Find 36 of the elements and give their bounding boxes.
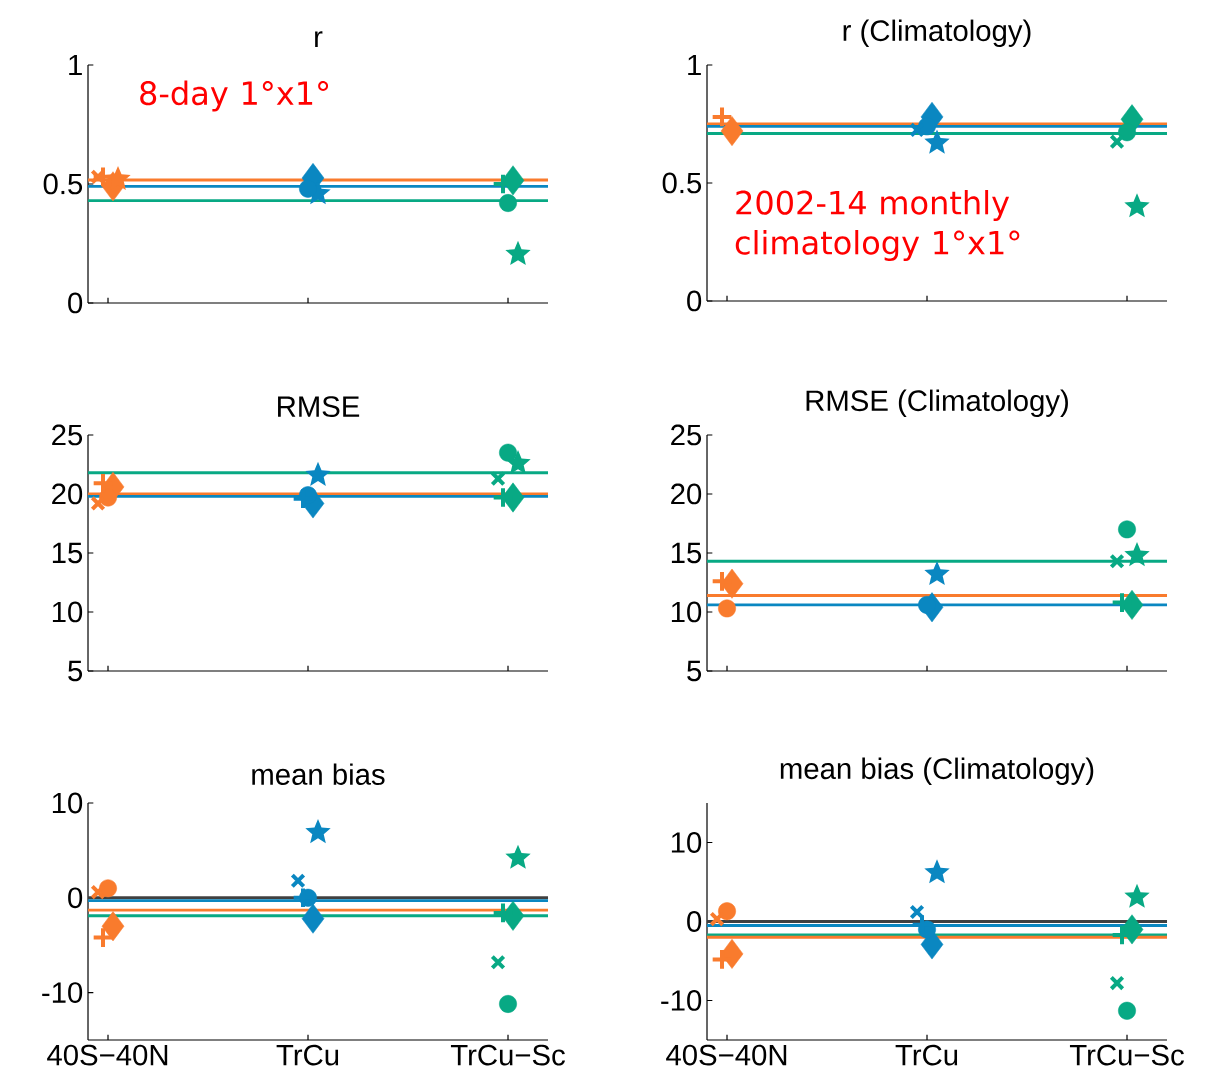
y-tick-label: 15 (52, 542, 83, 564)
y-tick-label: 1 (688, 54, 701, 76)
y-tick-label: 0 (687, 911, 702, 932)
y-tick-label: 25 (52, 424, 83, 446)
y-tick-label: 20 (52, 483, 83, 505)
annotation: 8-day 1°x1° (140, 80, 329, 112)
chart-title: r (315, 31, 323, 47)
chart-title: RMSE (Climatology) (806, 389, 1068, 417)
y-tick-label: 0 (68, 887, 83, 909)
y-tick-label: 10 (671, 601, 702, 623)
y-tick-label: 1 (69, 54, 82, 76)
x-tick-label: 40S−40N (666, 1044, 787, 1066)
annotation: 2002-14 monthly climatology 1°x1° (735, 189, 1020, 261)
y-tick-label: 25 (671, 424, 702, 446)
x-tick-label: TrCu−Sc (450, 1044, 565, 1066)
y-tick-label: 10 (52, 601, 83, 623)
x-tick-label: TrCu−Sc (1069, 1044, 1184, 1066)
chart-title: r (Climatology) (843, 19, 1031, 47)
chart-title: mean bias (252, 763, 385, 785)
y-tick-label: 0.5 (662, 172, 702, 194)
x-tick-label: 40S−40N (47, 1044, 168, 1066)
y-tick-label: 10 (671, 832, 702, 853)
y-tick-label: 15 (671, 542, 702, 564)
y-tick-label: -10 (661, 990, 702, 1011)
y-tick-label: 5 (687, 660, 702, 682)
y-tick-label: 20 (671, 483, 702, 505)
y-tick-label: 0 (687, 290, 702, 312)
y-tick-label: 5 (68, 660, 83, 682)
y-tick-label: 0 (68, 292, 83, 314)
x-tick-label: TrCu (895, 1044, 958, 1066)
chart-title: mean bias (Climatology) (780, 757, 1094, 785)
y-tick-label: 10 (52, 792, 83, 814)
y-tick-label: -10 (42, 982, 83, 1003)
y-tick-label: 0.5 (43, 173, 83, 195)
x-tick-label: TrCu (276, 1044, 339, 1066)
chart-title: RMSE (278, 396, 360, 417)
